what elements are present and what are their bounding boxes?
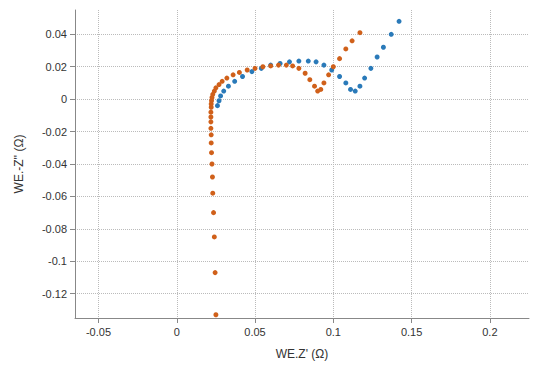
svg-text:-0.04: -0.04: [42, 158, 67, 170]
svg-text:-0.02: -0.02: [42, 126, 67, 138]
svg-text:WE.-Z'' (Ω): WE.-Z'' (Ω): [12, 135, 26, 194]
svg-text:WE.Z' (Ω): WE.Z' (Ω): [276, 347, 329, 361]
svg-text:0.05: 0.05: [244, 326, 265, 338]
svg-text:-0.06: -0.06: [42, 190, 67, 202]
svg-text:0: 0: [61, 93, 67, 105]
svg-text:0.15: 0.15: [401, 326, 422, 338]
svg-text:-0.12: -0.12: [42, 288, 67, 300]
svg-text:0.1: 0.1: [326, 326, 341, 338]
svg-text:0.02: 0.02: [46, 61, 67, 73]
svg-text:-0.05: -0.05: [86, 326, 111, 338]
svg-text:0.2: 0.2: [482, 326, 497, 338]
svg-text:0: 0: [174, 326, 180, 338]
svg-text:-0.1: -0.1: [48, 255, 67, 267]
svg-text:-0.08: -0.08: [42, 223, 67, 235]
svg-text:0.04: 0.04: [46, 28, 67, 40]
